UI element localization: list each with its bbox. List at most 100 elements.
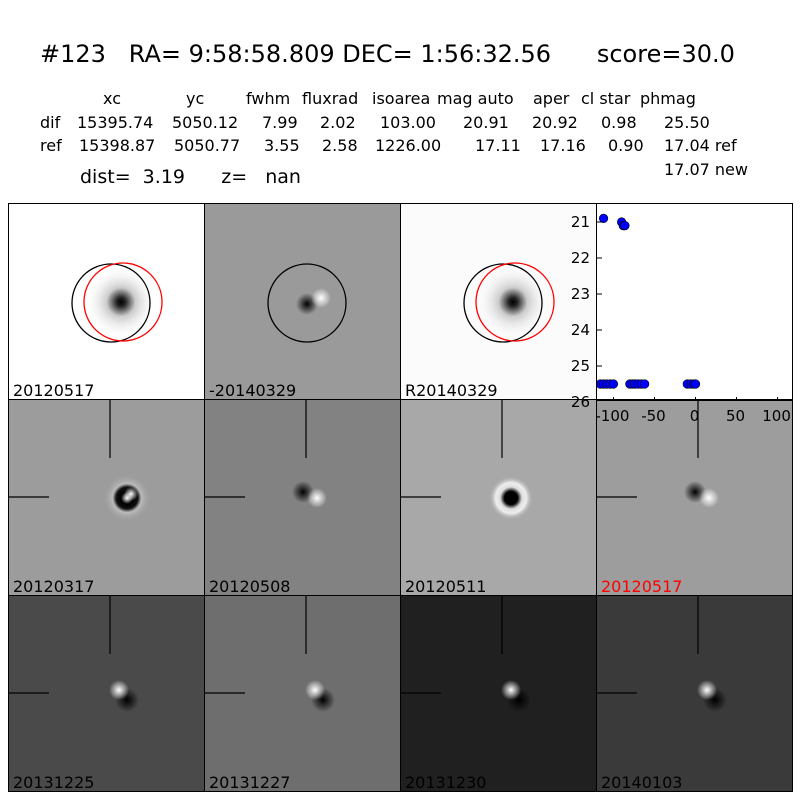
aperture-circle-red: [83, 262, 163, 342]
bright-lobe: [305, 680, 325, 700]
data-point: [690, 379, 701, 389]
bright-lobe: [307, 488, 327, 508]
aperture-circle-red: [475, 262, 555, 342]
bright-lobe: [501, 680, 521, 700]
cell: 7.99: [262, 113, 298, 132]
data-point: [598, 213, 609, 223]
cell: 0.90: [608, 136, 644, 155]
col-header-aper: aper: [533, 89, 570, 108]
bright-lobe: [699, 488, 719, 508]
stamp-date-label: 20120511: [405, 577, 487, 596]
stamp-image: [597, 596, 727, 712]
cell: 3.55: [264, 136, 300, 155]
col-header-phmag: phmag: [640, 89, 696, 108]
cell: 25.50: [664, 113, 710, 132]
col-header-isoarea: isoarea: [372, 89, 431, 108]
bright-lobe: [109, 680, 129, 700]
cell: 17.04 ref: [664, 136, 737, 155]
stamp-image: [71, 262, 163, 343]
y-tick-label: 21: [571, 213, 590, 231]
x-tick-label: -100: [595, 407, 629, 425]
stamp-image: [205, 596, 335, 712]
stamp-date-label: 20120517: [13, 381, 95, 400]
bright-core: [124, 487, 138, 501]
stamp-image: [9, 596, 139, 712]
stamp-date-label: 20140103: [601, 773, 683, 792]
col-header-yc: yc: [186, 89, 205, 108]
source-blob: [477, 266, 549, 338]
aperture-circle-black: [463, 263, 543, 343]
y-tick-label: 23: [571, 285, 590, 303]
bright-lobe: [311, 288, 331, 308]
stamp-image: [463, 262, 555, 343]
stamp-image: [401, 596, 531, 712]
stamp-image: [401, 400, 533, 520]
cell: 2.02: [320, 113, 356, 132]
stamp-panel: 20120317: [8, 399, 205, 596]
data-point: [620, 220, 630, 231]
y-tick-label: 24: [571, 321, 590, 339]
stamp-date-label: 20131230: [405, 773, 487, 792]
cell: 5050.77: [174, 136, 241, 155]
y-tick-label: 26: [571, 393, 590, 411]
stamp-date-label: 20120508: [209, 577, 291, 596]
x-tick-label: -50: [641, 407, 666, 425]
bright-lobe: [697, 680, 717, 700]
stamp-panel: 20131230: [400, 595, 597, 792]
stamp-image: [267, 263, 347, 343]
stamp-panel: 20131225: [8, 595, 205, 792]
col-header-fluxrad: fluxrad: [302, 89, 359, 108]
row-label-ref: ref: [40, 136, 62, 155]
y-tick-label: 25: [571, 357, 590, 375]
data-point: [608, 379, 619, 389]
aperture-circle-black: [71, 263, 151, 343]
cell: 5050.12: [172, 113, 239, 132]
lightcurve-plot: [597, 213, 779, 400]
stamp-image: [597, 400, 719, 508]
x-tick-label: 0: [690, 407, 700, 425]
stamp-panel: -20140329: [204, 203, 401, 400]
stamp-panel: 20120517: [596, 399, 793, 596]
stamp-date-label: 20120317: [13, 577, 95, 596]
cell: 17.11: [475, 136, 521, 155]
cell: 15398.87: [79, 136, 156, 155]
stamp-image: [9, 400, 151, 522]
col-header-xc: xc: [103, 89, 121, 108]
row-label-dif: dif: [40, 113, 61, 132]
candidate-title: #123 RA= 9:58:58.809 DEC= 1:56:32.56 sco…: [40, 40, 735, 68]
ring-blob: [489, 476, 533, 520]
col-header-magauto: mag auto: [437, 89, 514, 108]
cell: 1226.00: [375, 136, 442, 155]
col-header-clstar: cl star: [581, 89, 631, 108]
stamp-panel: 20131227: [204, 595, 401, 792]
stamp-image: [205, 400, 327, 508]
x-tick-label: 100: [762, 407, 791, 425]
stamp-panel: 20120517: [8, 203, 205, 400]
cell: 15395.74: [77, 113, 154, 132]
stamp-date-label: 20131227: [209, 773, 291, 792]
source-blob: [85, 266, 157, 338]
cell: 20.92: [532, 113, 578, 132]
stamp-panel: 20120511: [400, 399, 597, 596]
cell: 17.16: [540, 136, 586, 155]
stamp-panel: R20140329: [400, 203, 597, 400]
new-mag: 17.07 new: [664, 160, 748, 179]
x-tick-label: 50: [726, 407, 745, 425]
stamp-date-label: 20131225: [13, 773, 95, 792]
col-header-fwhm: fwhm: [246, 89, 291, 108]
cell: 2.58: [322, 136, 358, 155]
cell: 20.91: [463, 113, 509, 132]
y-tick-label: 22: [571, 249, 590, 267]
cell: 0.98: [601, 113, 637, 132]
stamp-panel: 20140103: [596, 595, 793, 792]
stamp-date-label: R20140329: [405, 381, 498, 400]
aperture-circle-black: [267, 263, 347, 343]
cell: 103.00: [380, 113, 436, 132]
stamp-panel: 20120508: [204, 399, 401, 596]
stamp-date-label: 20120517: [601, 577, 683, 596]
data-point: [640, 379, 650, 389]
lightcurve-axes: 21 22 23 24 25 26 -100 -50 0 50 100: [571, 213, 791, 425]
stamp-date-label: -20140329: [209, 381, 297, 400]
dist-z-line: dist= 3.19 z= nan: [80, 166, 301, 188]
lightcurve-panel: [596, 203, 793, 401]
